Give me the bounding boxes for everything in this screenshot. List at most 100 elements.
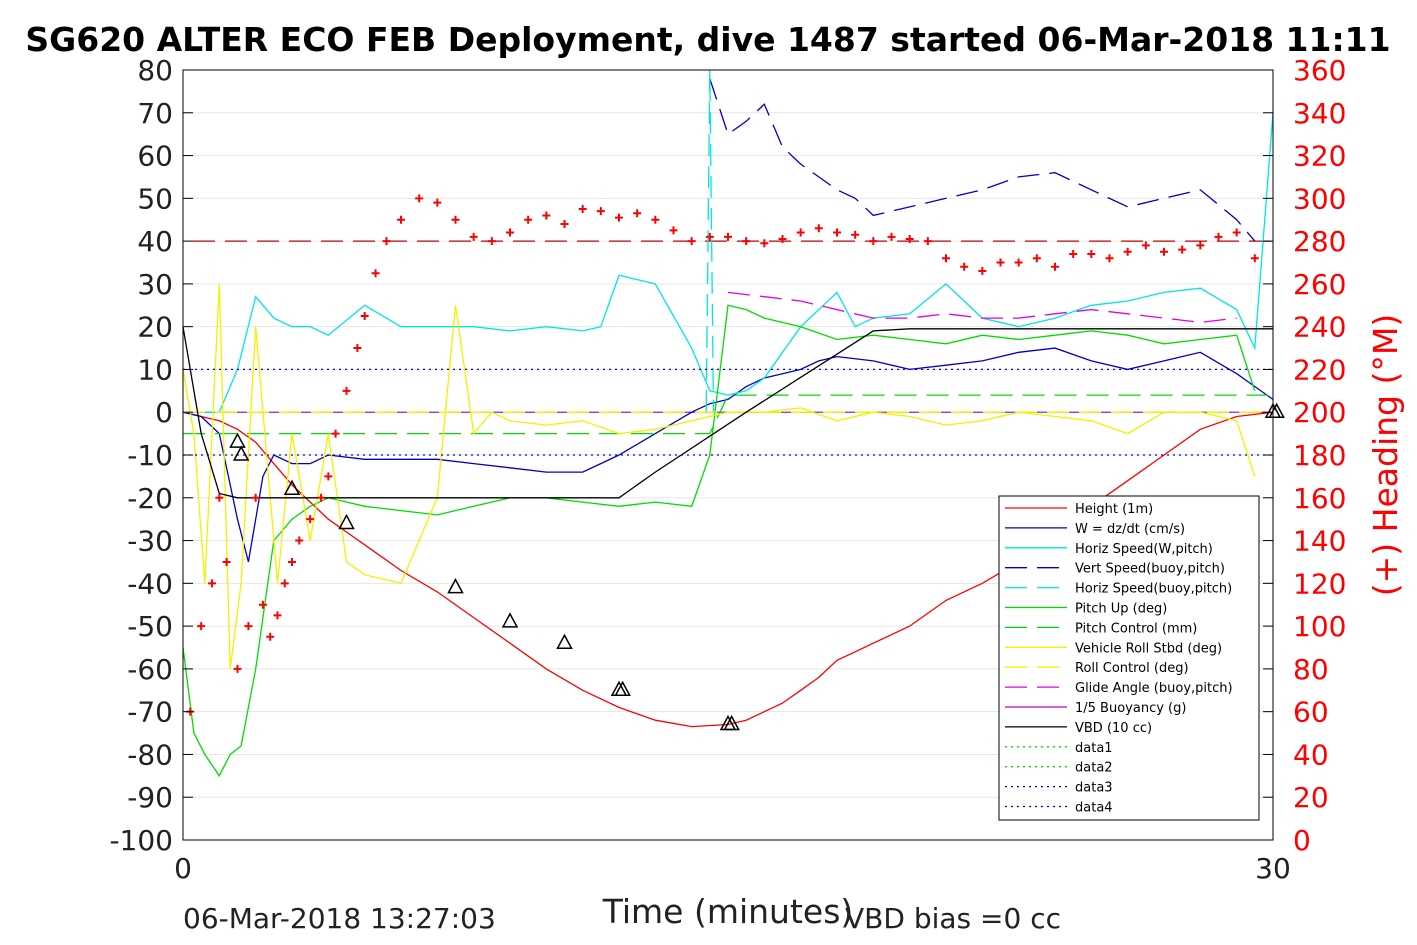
y2-tick-label: 240 — [1293, 311, 1346, 344]
heading-point — [197, 622, 206, 631]
y2-tick-label: 260 — [1293, 268, 1346, 301]
heading-point — [1014, 258, 1023, 267]
heading-point — [331, 429, 340, 438]
heading-point — [360, 311, 369, 320]
triangle-marker — [556, 633, 573, 649]
y2-tick-label: 220 — [1293, 353, 1346, 386]
legend-label: data4 — [1075, 801, 1113, 816]
legend-label: Pitch Control (mm) — [1075, 621, 1197, 636]
y2-tick-label: 320 — [1293, 140, 1346, 173]
heading-point — [280, 579, 289, 588]
y-tick-label: -10 — [127, 439, 173, 472]
legend-label: Glide Angle (buoy,pitch) — [1075, 681, 1233, 696]
y-tick-label: -70 — [127, 696, 173, 729]
heading-point — [469, 232, 478, 241]
heading-point — [687, 237, 696, 246]
heading-point — [578, 205, 587, 214]
series-line-w — [182, 347, 1274, 563]
heading-point — [1250, 254, 1259, 263]
y-tick-label: -20 — [127, 482, 173, 515]
heading-point — [542, 211, 551, 220]
triangle-markers — [229, 402, 1285, 731]
legend-label: Roll Control (deg) — [1075, 661, 1189, 676]
series-line-vert_buoy — [709, 78, 1256, 242]
heading-point — [942, 254, 950, 263]
heading-point — [251, 493, 260, 502]
heading-point — [295, 536, 304, 545]
y2-tick-label: 340 — [1293, 97, 1346, 130]
y-tick-label: -40 — [127, 567, 173, 600]
heading-point — [1178, 245, 1187, 254]
heading-point — [1141, 241, 1150, 250]
heading-point — [814, 224, 823, 233]
series-line-vbd — [182, 326, 1273, 499]
heading-point — [415, 194, 424, 203]
heading-point — [796, 228, 805, 237]
heading-point — [1214, 232, 1223, 241]
y-axis-left: 80 70 60 50 40 30 20 10 0 -10 -20 -30 -40 -50 -60 -70 -8… — [109, 54, 193, 857]
heading-point — [742, 237, 751, 246]
heading-point — [317, 493, 326, 502]
heading-point — [233, 664, 242, 673]
heading-point — [215, 493, 224, 502]
x-axis: 0 30 — [174, 830, 1291, 885]
heading-point — [1069, 249, 1078, 258]
legend-label: Height (1m) — [1075, 502, 1153, 517]
heading-point — [382, 237, 391, 246]
heading-point — [960, 262, 969, 271]
heading-point — [487, 237, 496, 246]
heading-point — [258, 600, 267, 609]
heading-point — [1032, 254, 1041, 263]
legend-label: 1/5 Buoyancy (g) — [1075, 701, 1186, 716]
heading-point — [342, 386, 351, 395]
y2-tick-label: 40 — [1293, 738, 1329, 771]
heading-point — [1232, 228, 1241, 237]
heading-point — [353, 344, 362, 353]
legend-label: W = dz/dt (cm/s) — [1075, 522, 1185, 537]
heading-point — [869, 237, 878, 246]
y-tick-label: 40 — [137, 225, 173, 258]
heading-point — [1105, 254, 1114, 263]
triangle-marker — [501, 612, 519, 628]
heading-point — [371, 269, 380, 278]
legend-label: data2 — [1075, 761, 1113, 776]
heading-point — [1051, 262, 1059, 271]
heading-point — [1087, 249, 1096, 258]
y-tick-label: 30 — [137, 268, 173, 301]
footer-timestamp: 06-Mar-2018 13:27:03 — [183, 902, 496, 935]
y2-tick-label: 60 — [1293, 696, 1329, 729]
series-line-horiz_buoy — [705, 69, 715, 413]
heading-point — [506, 228, 514, 237]
triangle-marker — [614, 680, 631, 697]
heading-point — [1123, 247, 1132, 256]
heading-point — [433, 198, 442, 207]
triangle-marker — [338, 513, 355, 530]
heading-point — [222, 557, 231, 566]
y-tick-label: 80 — [137, 54, 173, 87]
triangle-marker — [447, 578, 464, 594]
legend-label: data3 — [1075, 781, 1113, 796]
y-tick-label: -30 — [127, 525, 173, 558]
heading-point — [978, 267, 987, 276]
heading-point — [560, 220, 569, 228]
y-tick-label: 50 — [137, 182, 173, 215]
heading-point — [760, 239, 769, 248]
chart-title: SG620 ALTER ECO FEB Deployment, dive 148… — [25, 20, 1390, 59]
y-axis-right: 3603403203002802602402202001801601401201… — [1263, 54, 1346, 857]
y2-tick-label: 0 — [1293, 824, 1311, 857]
heading-point — [633, 209, 642, 218]
y2-tick-label: 280 — [1293, 225, 1346, 258]
legend: Height (1m) W = dz/dt (cm/s) Horiz Speed(W… — [998, 495, 1260, 821]
legend-label: VBD (10 cc) — [1075, 721, 1152, 736]
y-tick-label: 60 — [137, 140, 173, 173]
heading-point — [887, 232, 896, 241]
heading-point — [1160, 247, 1168, 256]
y-tick-label: 10 — [137, 353, 173, 386]
heading-point — [651, 215, 660, 224]
heading-point — [244, 622, 253, 631]
heading-point — [615, 213, 623, 222]
heading-point — [524, 215, 533, 224]
series-line-pitch_up — [182, 304, 1256, 778]
triangle-marker — [229, 432, 246, 448]
y2-tick-label: 180 — [1293, 439, 1346, 472]
